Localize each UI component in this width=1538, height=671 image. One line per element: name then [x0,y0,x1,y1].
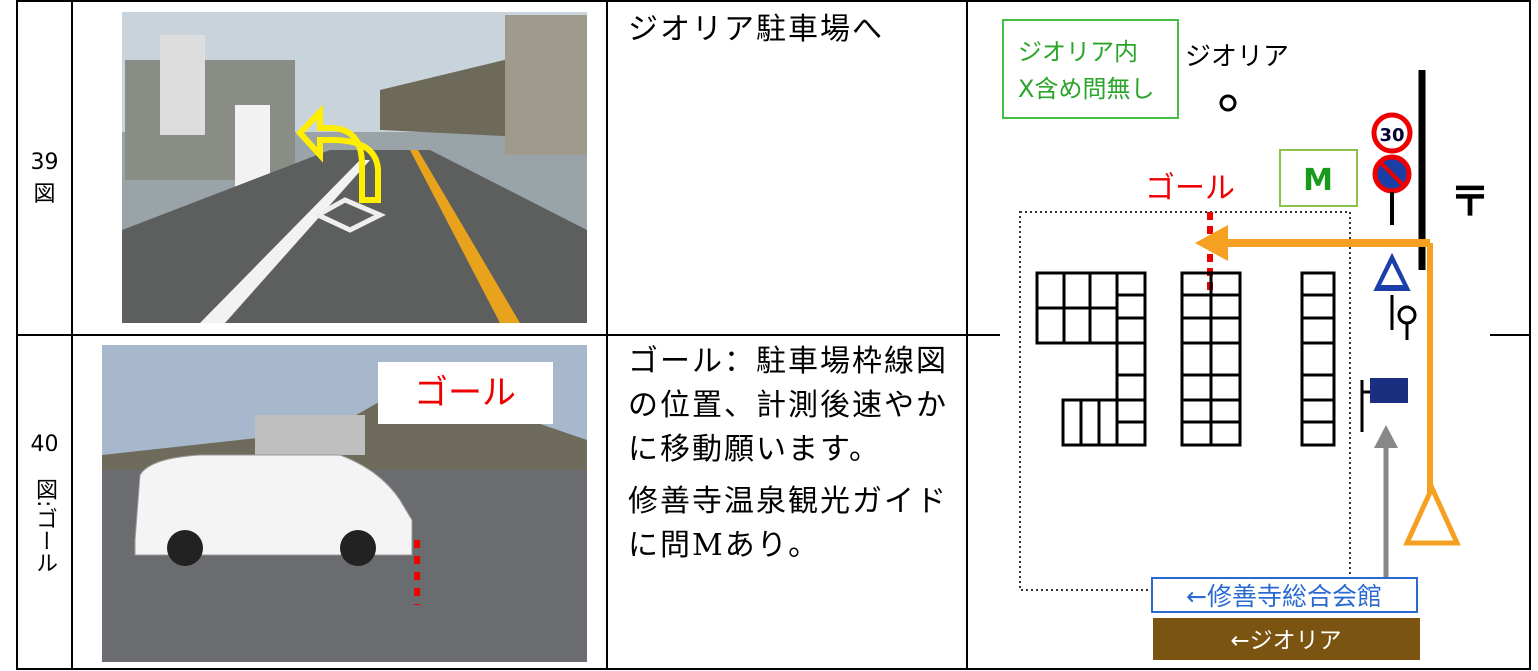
post-office: 〒 [1450,179,1490,225]
instruction: ゴール：駐車場枠線図の位置、計測後速やかに移動願います。 [628,344,948,467]
map-place: ジオリア [1185,42,1289,72]
sign-blue: ←修善寺総合会館 [1186,582,1382,611]
map-note: ジオリア内 [1018,38,1138,66]
row-number: 39 [30,150,59,175]
row-figure: 図:ゴール [32,478,57,574]
sign-brown: ←ジオリア [1230,628,1341,654]
photo-label: ゴール [414,373,516,413]
row-figure: 図 [33,182,56,207]
instruction: ジオリア駐車場へ [628,12,884,47]
map-marker: M [1303,163,1333,198]
map: ジオリア内 X含め問無し ジオリア 30 〒 M ゴール ←修善寺総合会館 ←ジ… [1002,19,1490,660]
photo-goal [102,345,587,662]
map-note: X含め問無し [1018,75,1154,103]
speed-limit: 30 [1379,125,1404,146]
table-grid [16,0,1531,670]
photo-intersection [122,12,587,323]
instruction: 修善寺温泉観光ガイドに問Mあり。 [628,484,948,563]
map-goal: ゴール [1145,171,1235,206]
row-number: 40 [30,432,59,457]
